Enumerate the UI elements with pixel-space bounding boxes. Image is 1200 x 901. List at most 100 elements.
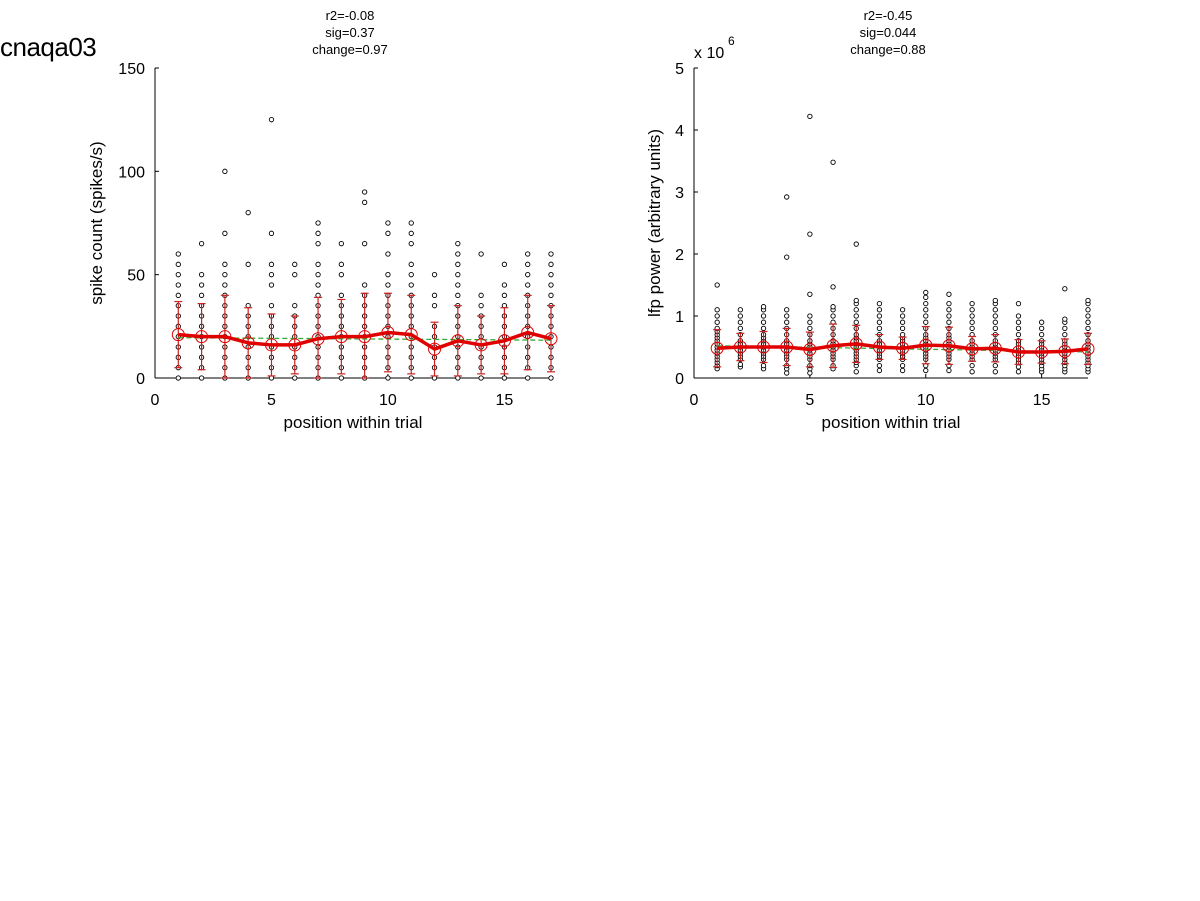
data-point	[292, 303, 298, 309]
mean-marker	[474, 338, 488, 352]
data-point	[292, 261, 298, 267]
data-point	[969, 313, 975, 319]
data-point	[992, 313, 998, 319]
mean-marker	[288, 338, 302, 352]
data-point	[245, 261, 251, 267]
data-point	[245, 210, 251, 216]
data-point	[431, 303, 438, 309]
data-point	[853, 313, 859, 319]
data-point	[408, 230, 414, 236]
data-point	[222, 261, 228, 267]
data-point	[548, 261, 554, 267]
data-point	[385, 230, 391, 236]
data-point	[385, 282, 391, 288]
data-point	[969, 325, 975, 332]
data-point	[1062, 331, 1068, 338]
data-point	[737, 325, 744, 332]
data-point	[807, 113, 813, 120]
data-point	[548, 292, 554, 298]
page-title: cnaqa03	[0, 32, 97, 62]
mean-marker	[826, 339, 840, 353]
y-axis-label: lfp power (arbitrary units)	[645, 129, 664, 317]
data-point	[1062, 325, 1068, 332]
data-point	[315, 230, 321, 236]
chart-title-line: change=0.88	[850, 42, 926, 57]
data-point	[1015, 319, 1022, 325]
data-point	[455, 251, 461, 257]
data-point	[268, 261, 275, 267]
mean-marker	[544, 332, 558, 346]
mean-line	[178, 330, 552, 351]
data-point	[830, 284, 836, 290]
data-point	[361, 189, 368, 195]
mean-marker	[965, 342, 979, 356]
data-point	[992, 362, 998, 369]
data-point	[315, 282, 321, 288]
data-point	[385, 251, 391, 257]
mean-marker	[1058, 344, 1072, 358]
data-point	[853, 241, 859, 247]
data-point	[222, 230, 228, 236]
data-point	[876, 300, 883, 307]
data-point	[853, 307, 859, 313]
data-point	[969, 300, 975, 307]
data-point	[807, 313, 813, 319]
mean-marker	[171, 328, 185, 342]
data-point	[501, 282, 508, 288]
data-point	[408, 220, 414, 226]
data-point	[876, 367, 883, 374]
data-point	[714, 282, 720, 288]
data-point	[853, 297, 859, 304]
y-tick-label: 50	[127, 268, 145, 285]
mean-marker	[872, 340, 886, 354]
data-point	[923, 289, 929, 296]
data-point	[548, 272, 554, 278]
data-point	[807, 319, 813, 325]
y-tick-label: 2	[675, 247, 684, 264]
data-point	[760, 319, 767, 325]
axis-exponent-power: 6	[728, 34, 735, 48]
mean-marker	[780, 340, 794, 354]
data-point	[361, 241, 368, 247]
data-point	[784, 370, 790, 376]
data-point	[198, 272, 205, 278]
y-tick-label: 150	[118, 61, 145, 78]
data-point	[268, 303, 275, 309]
axis-exponent-label: x 10	[694, 45, 724, 62]
mean-marker	[311, 332, 325, 346]
x-axis-label: position within trial	[822, 413, 961, 432]
data-point	[899, 331, 906, 338]
data-point	[946, 291, 952, 297]
data-point	[784, 319, 790, 325]
data-point	[548, 375, 554, 381]
data-point	[338, 292, 345, 298]
data-point	[899, 362, 906, 369]
mean-marker	[381, 326, 395, 340]
x-tick-label: 5	[267, 392, 276, 409]
y-tick-label: 5	[675, 61, 684, 78]
data-point	[1085, 297, 1091, 304]
data-point	[478, 375, 484, 381]
x-tick-label: 10	[917, 392, 935, 409]
data-point	[1015, 313, 1022, 319]
data-point	[1015, 331, 1022, 338]
data-point	[455, 282, 461, 288]
data-point	[760, 325, 767, 332]
data-point	[760, 313, 767, 319]
data-point	[338, 272, 345, 278]
data-point	[807, 370, 813, 376]
data-point	[830, 304, 836, 310]
data-point	[455, 261, 461, 267]
mean-marker	[241, 336, 255, 350]
data-point	[876, 362, 883, 369]
mean-marker	[803, 342, 817, 356]
mean-marker	[404, 328, 418, 342]
data-point	[784, 194, 790, 200]
data-point	[222, 272, 228, 278]
data-point	[992, 325, 998, 332]
data-point	[876, 325, 883, 332]
data-point	[992, 297, 998, 304]
data-point	[525, 272, 531, 278]
data-point	[315, 261, 321, 267]
data-point	[198, 241, 205, 247]
